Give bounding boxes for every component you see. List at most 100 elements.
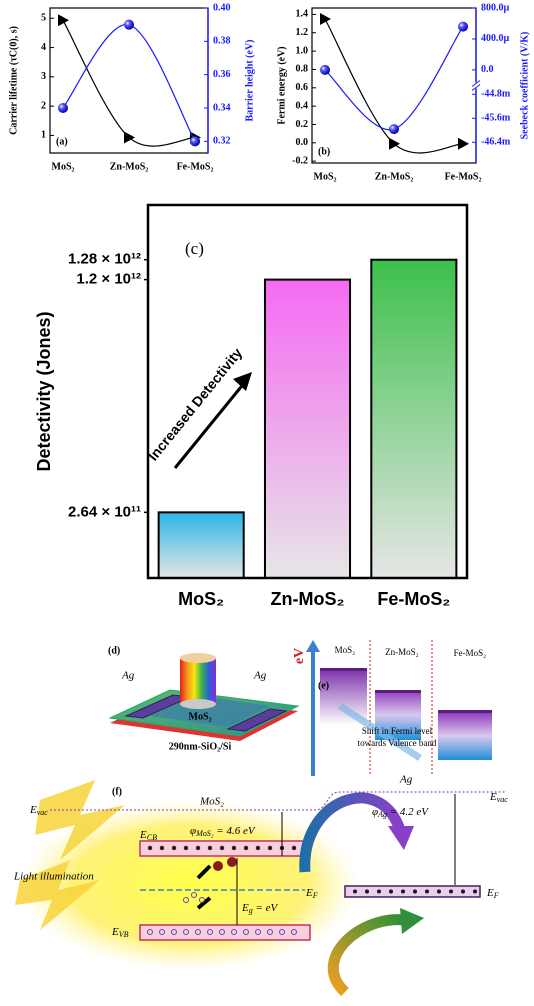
column-label: Fe-MoS₂ — [454, 648, 487, 658]
x-tick-label: Zn-MoS₂ — [110, 161, 149, 172]
plot-frame — [312, 8, 476, 163]
bar — [159, 512, 244, 578]
y-tick-label: 0.0 — [296, 137, 309, 148]
subscript: F — [493, 891, 499, 900]
column-label: MoS₂ — [335, 645, 356, 655]
electron — [213, 861, 223, 871]
arrowhead — [388, 826, 414, 850]
electron — [227, 857, 237, 867]
y-tick-label: 1.2 — [296, 27, 309, 38]
electrode-label: Ag — [121, 670, 135, 682]
panel-label: (c) — [185, 239, 204, 258]
illumination-label: Light illumination — [13, 871, 94, 883]
y-tick-label: 4 — [41, 42, 46, 53]
note: towards Valence band — [358, 738, 437, 748]
subscript: MoS₂ — [195, 829, 214, 838]
bar — [265, 280, 350, 578]
note: Shift in Fermi level — [362, 726, 433, 736]
y-tick-label: 1 — [41, 130, 46, 141]
value: = 4.2 eV — [387, 806, 429, 818]
y2-tick-label: 0.0 — [481, 64, 494, 75]
subscript: CB — [147, 833, 157, 842]
panel-label: (d) — [108, 645, 120, 656]
band-block — [438, 712, 492, 760]
series-line — [325, 27, 463, 130]
x-tick-label: MoS₂ — [52, 161, 75, 172]
conduction-band — [140, 841, 310, 856]
value: = 4.6 eV — [214, 825, 256, 837]
subscript: F — [312, 891, 318, 900]
x-tick-label: Fe-MoS₂ — [177, 161, 214, 172]
y2-tick-label: 0.38 — [213, 36, 231, 47]
material-label: Ag — [399, 774, 413, 786]
subscript: vac — [37, 808, 49, 817]
panel-e: eV MoS₂ Zn-MoS₂ Fe-MoS₂ (e) Shift in Fer… — [292, 640, 492, 776]
y2-tick-label: -45.6m — [481, 113, 511, 124]
series-line — [63, 20, 195, 146]
fermi-level — [438, 710, 492, 713]
x-tick-label: Fe-MoS₂ — [377, 589, 450, 609]
x-tick-label: MoS₂ — [314, 171, 337, 182]
y-axis-title: Carrier lifetime (τC(0), s) — [8, 26, 19, 135]
transfer-arrow — [333, 920, 405, 992]
y2-tick-label: 0.40 — [213, 2, 231, 13]
y-tick-label: -0.2 — [292, 155, 308, 166]
y2-axis-title: Barrier height (eV) — [244, 39, 255, 121]
beam-spot — [180, 699, 216, 709]
marker — [58, 14, 69, 26]
y2-tick-label: 800.0µ — [481, 2, 510, 13]
electrode-label: Ag — [253, 670, 267, 682]
fermi-level — [375, 690, 421, 693]
y-tick-label: 1.0 — [296, 45, 309, 56]
plot-frame — [50, 8, 208, 153]
y-tick-label: 1.4 — [296, 9, 309, 20]
channel-label: MoS₂ — [189, 711, 212, 722]
subscript: Ag — [377, 810, 387, 819]
y2-tick-label: 0.36 — [213, 69, 231, 80]
subscript: vac — [497, 795, 509, 804]
marker — [320, 13, 331, 25]
marker — [124, 20, 134, 30]
y-tick-label: 0.8 — [296, 64, 309, 75]
x-tick-label: Fe-MoS₂ — [445, 171, 482, 182]
x-tick-label: Zn-MoS₂ — [375, 171, 414, 182]
marker — [320, 65, 330, 75]
panel-d: (d) Ag Ag MoS₂ 290nm-SiO₂/Si — [108, 645, 298, 752]
material-label: MoS₂ — [199, 796, 224, 808]
column-label: Zn-MoS₂ — [385, 647, 419, 657]
beam-top — [180, 653, 216, 663]
panel-label: (e) — [318, 680, 329, 691]
x-tick-label: Zn-MoS₂ — [271, 589, 345, 609]
subscript: VB — [119, 930, 129, 939]
value: = eV — [253, 902, 279, 914]
y-tick-label: 0.4 — [296, 100, 309, 111]
marker — [389, 138, 400, 150]
arrowhead — [233, 372, 252, 391]
y2-tick-label: -46.4m — [481, 137, 511, 148]
marker — [124, 131, 135, 143]
panel-label: (f) — [112, 786, 122, 797]
y-tick-label: 1.2 × 10¹² — [76, 271, 141, 288]
y-tick-label: 0.6 — [296, 82, 309, 93]
fermi-level — [320, 668, 367, 671]
series-line — [63, 24, 195, 141]
substrate-label: 290nm-SiO₂/Si — [169, 741, 232, 752]
y2-axis-title: Seebeck coefficient (V/K) — [519, 32, 530, 140]
y-tick-label: 2 — [41, 100, 46, 111]
y-tick-label: 2.64 × 10¹¹ — [68, 503, 141, 520]
axis-label: eV — [292, 648, 307, 664]
y-tick-label: 5 — [41, 13, 46, 24]
marker — [58, 103, 68, 113]
vacuum-label: Evac — [489, 791, 508, 804]
panel-label: (b) — [318, 146, 330, 157]
y-axis-title: Detectivity (Jones) — [34, 311, 54, 471]
bar — [371, 260, 456, 578]
marker — [389, 124, 399, 134]
light-beam — [180, 658, 216, 704]
marker — [458, 22, 468, 32]
panel-label: (a) — [56, 136, 68, 147]
y-axis-title: Fermi energy (eV) — [276, 46, 287, 124]
x-tick-label: MoS₂ — [178, 589, 224, 609]
band-gap-label: Eg = eV — [241, 902, 279, 915]
arrowhead — [400, 908, 424, 934]
